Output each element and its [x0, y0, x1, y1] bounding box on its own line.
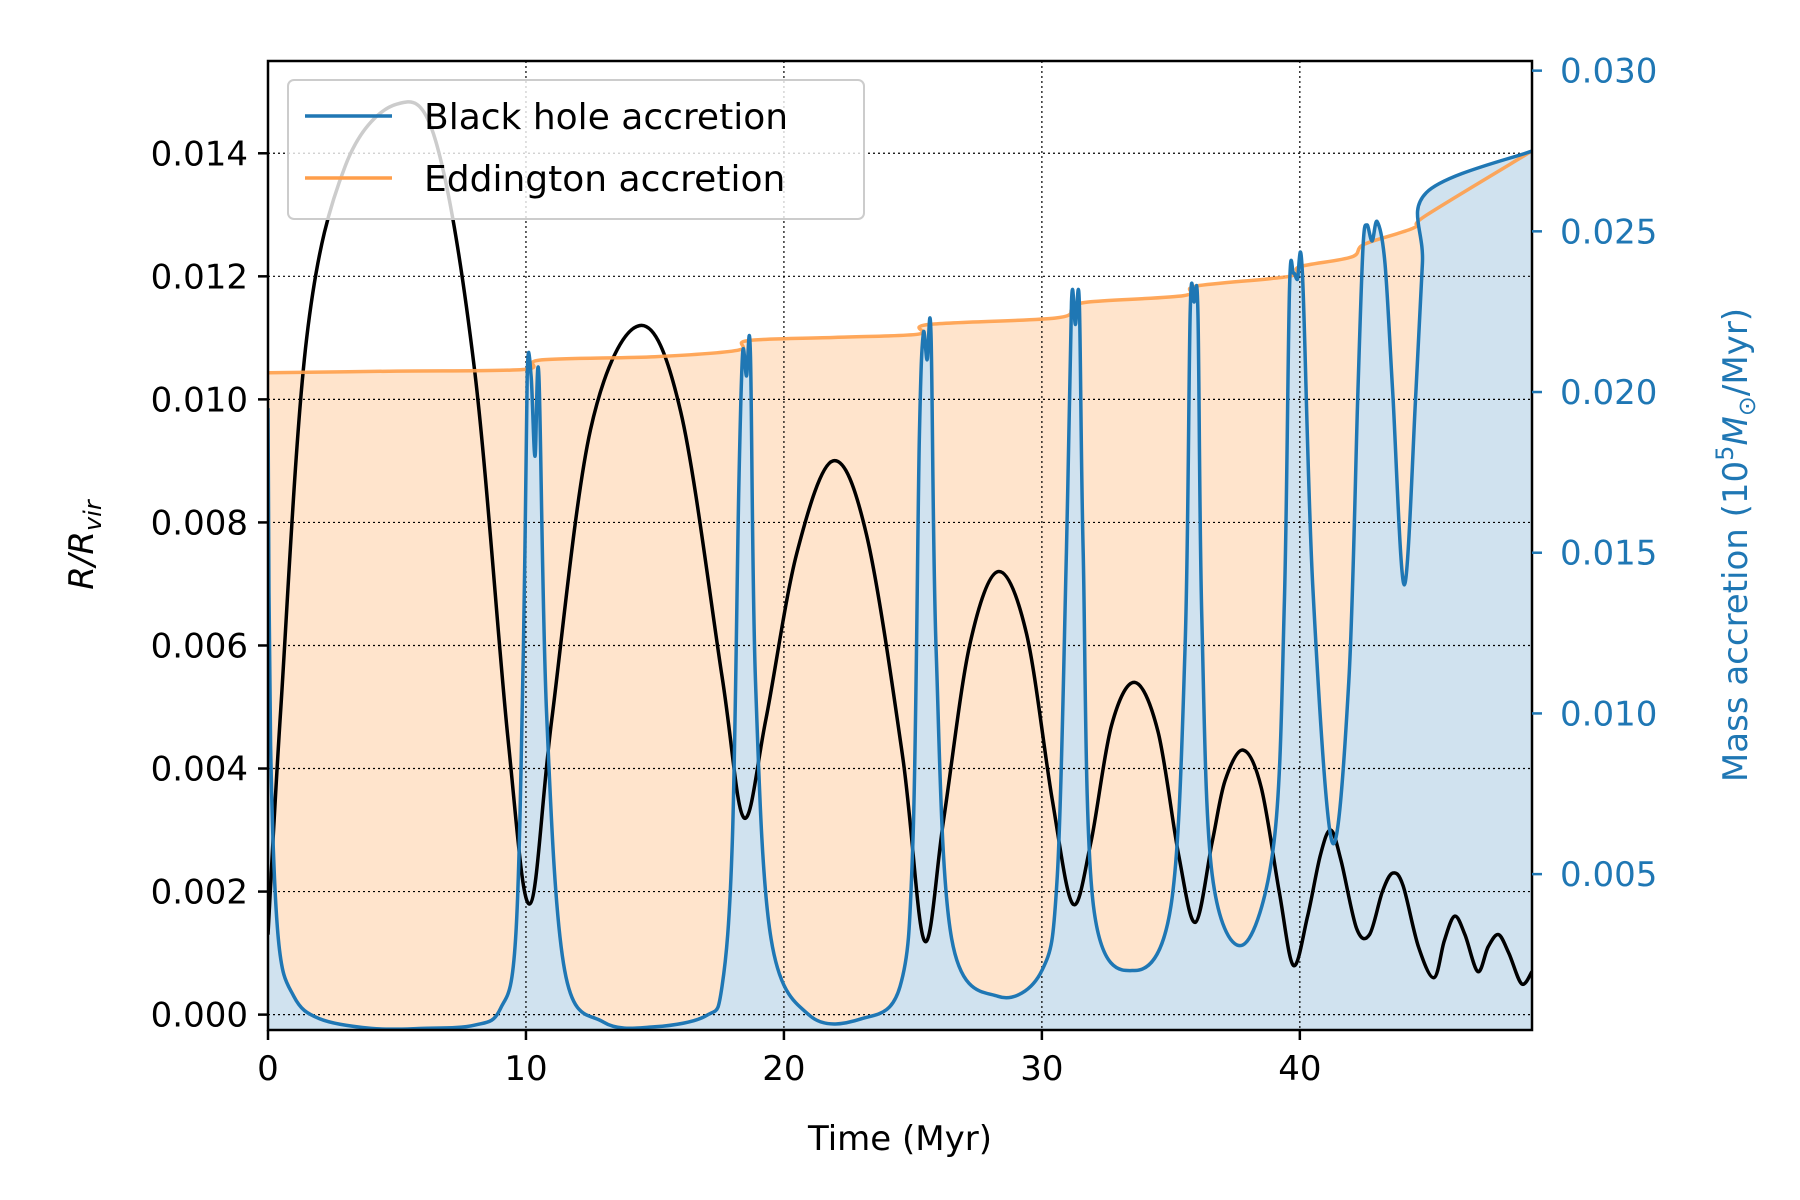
- x-axis-label: Time (Myr): [807, 1119, 992, 1159]
- eddington-fill: [268, 151, 1532, 1030]
- y2-tick-label: 0.005: [1560, 855, 1657, 895]
- area-fills: [268, 151, 1532, 1030]
- y-tick-label: 0.014: [151, 134, 248, 174]
- series-lines: [268, 100, 1532, 1030]
- plot-frame: [266, 59, 1534, 1032]
- x-tick-label: 20: [762, 1049, 805, 1089]
- legend-label-bh: Black hole accretion: [424, 97, 788, 138]
- y-tick-label: 0.008: [151, 503, 248, 543]
- y2-tick-label: 0.025: [1560, 212, 1657, 252]
- x-tick-label: 10: [504, 1049, 547, 1089]
- legend-label-edd: Eddington accretion: [424, 159, 785, 200]
- black-hole-accretion-line: [268, 149, 1532, 1030]
- y-tick-label: 0.000: [151, 996, 248, 1036]
- y2-tick-label: 0.010: [1560, 694, 1657, 734]
- y-axis-right: 0.005 0.010 0.015 0.020 0.025 0.030: [1532, 52, 1657, 895]
- eddington-accretion-line: [268, 149, 1532, 375]
- y-tick-label: 0.002: [151, 873, 248, 913]
- y-tick-label: 0.006: [151, 626, 248, 666]
- y-tick-label: 0.010: [151, 380, 248, 420]
- y2-tick-label: 0.015: [1560, 534, 1657, 574]
- y2-axis-label: Mass accretion (105M⊙/Myr): [1711, 308, 1761, 782]
- legend: Black hole accretion Eddington accretion: [287, 79, 865, 220]
- y-tick-label: 0.004: [151, 750, 248, 790]
- black-hole-fill: [268, 151, 1532, 1030]
- y2-tick-label: 0.020: [1560, 373, 1657, 413]
- y-tick-label: 0.012: [151, 257, 248, 297]
- legend-box: [287, 79, 865, 220]
- radius-line: [268, 100, 1532, 987]
- y-axis-label: R/Rvir: [62, 498, 107, 590]
- x-axis: 0 10 20 30 40: [257, 1030, 1321, 1089]
- x-tick-label: 0: [257, 1049, 279, 1089]
- x-tick-label: 30: [1020, 1049, 1063, 1089]
- x-tick-label: 40: [1278, 1049, 1321, 1089]
- y-axis-left: 0.000 0.002 0.004 0.006 0.008 0.010 0.012 0.014: [151, 134, 268, 1036]
- y2-tick-label: 0.030: [1560, 52, 1657, 92]
